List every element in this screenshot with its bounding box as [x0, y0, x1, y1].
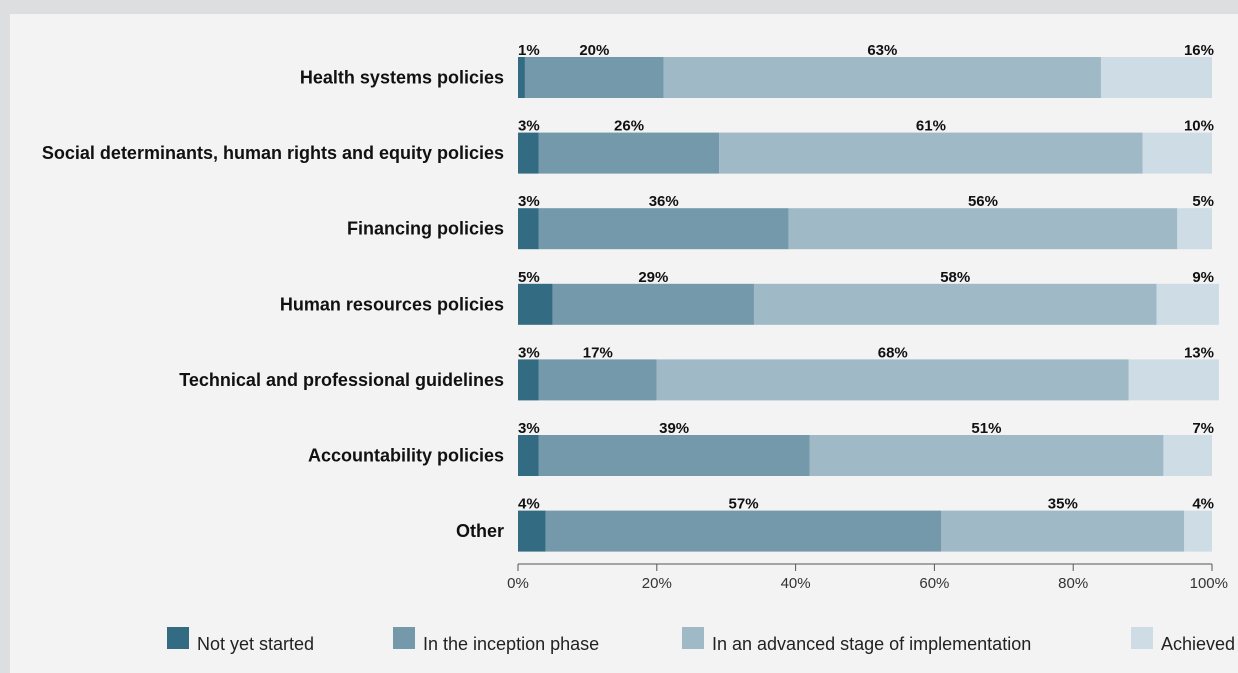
bar-segment	[1156, 283, 1219, 325]
data-label: 68%	[878, 344, 908, 361]
category-label: Health systems policies	[300, 68, 504, 88]
bar-segment	[1100, 57, 1212, 98]
bar-segment	[552, 283, 754, 325]
category-label: Accountability policies	[308, 446, 504, 466]
data-label: 16%	[1184, 42, 1214, 59]
data-label: 7%	[1192, 420, 1214, 437]
data-label: 10%	[1184, 118, 1214, 135]
data-label: 63%	[867, 42, 897, 59]
bar-segment	[518, 208, 539, 250]
bar-segment	[538, 359, 657, 401]
data-label: 1%	[518, 42, 540, 59]
data-label: 9%	[1192, 269, 1214, 286]
bar-segment	[1142, 132, 1212, 174]
data-label: 3%	[518, 344, 540, 361]
data-label: 36%	[649, 193, 679, 210]
data-label: 35%	[1048, 496, 1078, 513]
bar-segment	[538, 132, 720, 174]
bar-segment	[1128, 359, 1219, 401]
bar-segment	[809, 435, 1164, 476]
bar-segment	[1177, 208, 1212, 250]
legend-swatch	[167, 627, 189, 649]
legend: Not yet started In the inception phase In …	[167, 627, 1235, 654]
x-tick-label: 80%	[1058, 575, 1088, 592]
category-label: Other	[456, 521, 504, 541]
legend-swatch	[682, 627, 704, 649]
bars-layer	[518, 57, 1219, 552]
bar-segment	[538, 435, 810, 476]
chart-panel: 1% 20% 63% 16% 3% 26% 61% 10% 3% 36% 56% 5% 5% 29% 58%…	[10, 14, 1238, 673]
legend-swatch	[1131, 627, 1153, 649]
legend-label: In the inception phase	[423, 634, 599, 654]
bar-segment	[941, 510, 1185, 552]
data-label: 5%	[1192, 193, 1214, 210]
bar-segment	[518, 435, 539, 476]
bar-segment	[518, 283, 553, 325]
x-tick-label: 60%	[919, 575, 949, 592]
bar-segment	[538, 208, 789, 250]
x-tick-label: 0%	[507, 575, 529, 592]
bar-segment	[518, 132, 539, 174]
data-label: 3%	[518, 420, 540, 437]
x-tick-label: 20%	[642, 575, 672, 592]
category-label: Human resources policies	[280, 294, 504, 314]
data-label: 51%	[971, 420, 1001, 437]
data-label: 4%	[1192, 496, 1214, 513]
bar-segment	[518, 510, 546, 552]
bar-segment	[788, 208, 1178, 250]
legend-swatch	[393, 627, 415, 649]
category-label: Technical and professional guidelines	[179, 370, 504, 390]
x-axis: 0% 20% 40% 60% 80% 100%	[507, 563, 1228, 592]
x-tick-label: 40%	[781, 575, 811, 592]
data-label: 5%	[518, 269, 540, 286]
data-label: 26%	[614, 118, 644, 135]
data-label: 58%	[940, 269, 970, 286]
bar-segment	[656, 359, 1129, 401]
data-label: 13%	[1184, 344, 1214, 361]
data-label: 3%	[518, 118, 540, 135]
bar-segment	[518, 57, 525, 98]
bar-segment	[545, 510, 942, 552]
category-labels-layer: Health systems policies Social determinan…	[42, 68, 504, 542]
stacked-bar-chart: 1% 20% 63% 16% 3% 26% 61% 10% 3% 36% 56% 5% 5% 29% 58%…	[42, 42, 1235, 654]
data-label: 17%	[583, 344, 613, 361]
category-label: Social determinants, human rights and eq…	[42, 143, 504, 163]
bar-segment	[518, 359, 539, 401]
bar-segment	[1163, 435, 1212, 476]
data-labels-layer: 1% 20% 63% 16% 3% 26% 61% 10% 3% 36% 56% 5% 5% 29% 58%…	[518, 42, 1214, 513]
data-label: 39%	[659, 420, 689, 437]
legend-label: Not yet started	[197, 634, 314, 654]
data-label: 61%	[916, 118, 946, 135]
data-label: 29%	[638, 269, 668, 286]
legend-label: Achieved	[1161, 634, 1235, 654]
bar-segment	[719, 132, 1143, 174]
bar-segment	[753, 283, 1157, 325]
data-label: 20%	[579, 42, 609, 59]
legend-label: In an advanced stage of implementation	[712, 634, 1031, 654]
category-label: Financing policies	[347, 219, 504, 239]
x-tick-label: 100%	[1190, 575, 1228, 592]
bar-segment	[1184, 510, 1212, 552]
data-label: 56%	[968, 193, 998, 210]
bar-segment	[524, 57, 664, 98]
bar-segment	[663, 57, 1101, 98]
data-label: 4%	[518, 496, 540, 513]
data-label: 57%	[729, 496, 759, 513]
data-label: 3%	[518, 193, 540, 210]
